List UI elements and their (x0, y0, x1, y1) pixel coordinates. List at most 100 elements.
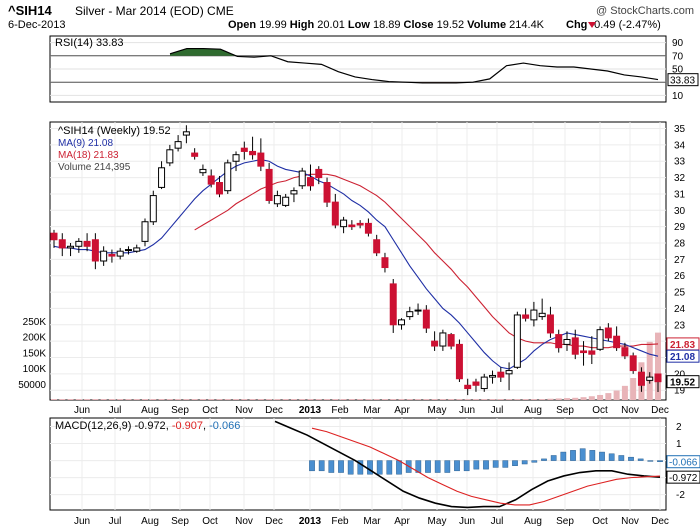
candle-body (207, 175, 215, 185)
macd-histogram-bar (599, 451, 605, 461)
candle-body (480, 376, 488, 390)
volume-bar (290, 399, 297, 400)
candle-body (315, 168, 323, 179)
candle-body (563, 338, 571, 345)
rsi-current-value: 33.83 (670, 76, 695, 87)
candle-body (124, 249, 132, 252)
volume-bar (117, 399, 124, 400)
candle-body (282, 196, 290, 206)
macd-histogram-bar (579, 448, 586, 461)
last-value-box (666, 375, 700, 389)
candle-body (646, 376, 654, 381)
volume-bar (282, 399, 289, 400)
price-x-label: Apr (394, 405, 410, 416)
macd-x-label: Oct (202, 516, 218, 527)
rsi-tick-label: 50 (672, 65, 684, 76)
chart-header: ^SIH14 Silver - Mar 2014 (EOD) CME @ Sto… (8, 3, 694, 31)
copyright-label: @ StockCharts.com (596, 5, 694, 17)
price-tick-label: 35 (674, 124, 686, 135)
macd-histogram-bar (376, 460, 383, 475)
price-tick-label: 31 (674, 189, 686, 200)
price-x-label: Sep (171, 405, 189, 416)
macd-x-label: Mar (363, 516, 381, 527)
volume-bar (522, 399, 529, 400)
price-tick-label: 27 (674, 255, 686, 266)
candle-body (406, 311, 414, 318)
date-label: 6-Dec-2013 (8, 19, 65, 31)
macd-x-label: Oct (592, 516, 608, 527)
volume-bar (605, 393, 612, 400)
price-x-label: Feb (331, 405, 349, 416)
candle-body (331, 201, 339, 226)
macd-layer: 210-1-2-0.066-0.972JunJulAugSepOctNovDec… (50, 418, 700, 527)
volume-bar (216, 399, 223, 400)
price-x-label: 2013 (299, 405, 322, 416)
volume-bar (133, 399, 140, 400)
macd-histogram-bar (570, 450, 576, 461)
volume-bar (489, 399, 496, 400)
candle-body (215, 182, 223, 195)
volume-bar (166, 399, 173, 400)
price-tick-label: 24 (674, 304, 686, 315)
macd-x-label: Sep (556, 516, 574, 527)
macd-tick-label: 1 (676, 439, 682, 450)
price-x-label: Mar (363, 405, 381, 416)
macd-histogram-bar (318, 460, 325, 472)
macd-x-label: Feb (331, 516, 349, 527)
volume-bar (472, 399, 479, 400)
volume-bar (630, 378, 637, 400)
volume-bar (439, 399, 446, 400)
price-tick-label: 32 (674, 173, 686, 184)
price-x-label: Dec (651, 405, 669, 416)
volume-bar (199, 399, 206, 400)
rsi-layer: 907050301033.83 (50, 38, 699, 102)
candle-body (83, 240, 91, 247)
candle-body (191, 152, 199, 157)
volume-bar (646, 341, 653, 400)
macd-histogram-bar (541, 458, 547, 461)
volume-bar (51, 399, 57, 400)
macd-tick-label: -2 (676, 490, 685, 501)
candle-body (654, 373, 662, 383)
candle-body (398, 319, 406, 326)
volume-bar (92, 399, 99, 400)
macd-histogram-bar (463, 460, 470, 472)
macd-value-label: -0.066 (669, 458, 698, 469)
price-tick-label: 33 (674, 157, 686, 168)
price-tick-label: 29 (674, 222, 686, 233)
macd-histogram-bar (434, 460, 441, 473)
macd-histogram-bar (454, 460, 460, 472)
macd-x-label: Apr (394, 516, 410, 527)
volume-bar (530, 399, 537, 400)
macd-histogram-bar (328, 460, 335, 473)
volume-bar (191, 399, 198, 400)
rsi-value-box (667, 73, 699, 87)
volume-bar (563, 398, 570, 400)
candle-body (174, 141, 182, 149)
candle-body (447, 334, 455, 347)
macd-histogram-bar (483, 460, 489, 470)
macd-x-label: 2013 (299, 516, 322, 527)
candle-body (323, 182, 331, 203)
last-value-box (666, 349, 700, 363)
last-value-label: 21.08 (670, 352, 695, 363)
price-tick-label: 34 (674, 140, 686, 151)
volume-bar (150, 399, 157, 400)
candle-body (67, 245, 75, 249)
volume-bar (175, 399, 182, 400)
volume-bar (332, 399, 339, 400)
volume-bar (390, 399, 397, 400)
candle-body (637, 371, 645, 386)
volume-bar (274, 399, 281, 400)
macd-x-label: Nov (235, 516, 253, 527)
price-tick-label: 30 (674, 206, 686, 217)
price-x-label: Nov (621, 405, 639, 416)
volume-bar (142, 399, 149, 400)
price-tick-label: 19 (674, 386, 686, 397)
macd-histogram-bar (444, 460, 451, 473)
price-x-label: Jul (109, 405, 122, 416)
candle-body (240, 147, 248, 152)
volume-bar (158, 399, 165, 400)
macd-x-label: Dec (651, 516, 669, 527)
